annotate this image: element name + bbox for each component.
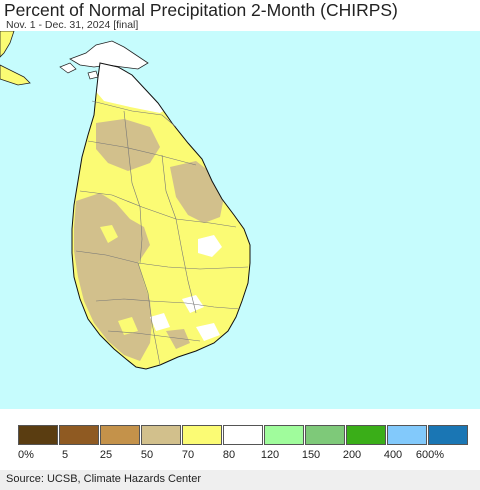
legend-tick-label: 120	[260, 449, 280, 461]
legend-tick-label: 5	[61, 449, 69, 461]
precipitation-map	[0, 31, 480, 409]
legend-swatch	[428, 425, 468, 445]
legend-tick-label: 200	[342, 449, 362, 461]
india-coast	[0, 31, 15, 58]
island-small	[87, 70, 99, 80]
legend-swatch	[223, 425, 263, 445]
legend-swatch	[182, 425, 222, 445]
map-subtitle: Nov. 1 - Dec. 31, 2024 [final]	[6, 19, 139, 31]
legend-tick-label: 400	[383, 449, 403, 461]
source-bar: Source: UCSB, Climate Hazards Center	[0, 470, 480, 490]
legend-tick-label: 150	[301, 449, 321, 461]
legend-tick-label: 0%	[18, 449, 34, 461]
india-coast-lower	[0, 64, 31, 86]
legend-swatch	[100, 425, 140, 445]
legend-swatch	[18, 425, 58, 445]
legend-ticks: 0% 5 25 50 70 80 120 150 200 400 600%	[0, 449, 480, 463]
legend-swatch	[141, 425, 181, 445]
legend-tick-label: 600%	[415, 449, 445, 461]
legend-tick-label: 80	[222, 449, 236, 461]
color-legend	[18, 425, 469, 445]
island-kayts	[59, 62, 77, 74]
legend-tick-label: 50	[140, 449, 154, 461]
jaffna-peninsula	[69, 40, 149, 70]
district-boundaries	[75, 100, 249, 366]
legend-swatch	[387, 425, 427, 445]
legend-swatch	[264, 425, 304, 445]
legend-swatch	[305, 425, 345, 445]
legend-tick-label: 25	[99, 449, 113, 461]
legend-swatch	[59, 425, 99, 445]
legend-swatch	[346, 425, 386, 445]
legend-tick-label: 70	[181, 449, 195, 461]
sri-lanka-outline	[71, 62, 251, 370]
map-title: Percent of Normal Precipitation 2-Month …	[4, 0, 398, 20]
map-canvas	[0, 31, 251, 370]
source-text: Source: UCSB, Climate Hazards Center	[6, 473, 202, 485]
